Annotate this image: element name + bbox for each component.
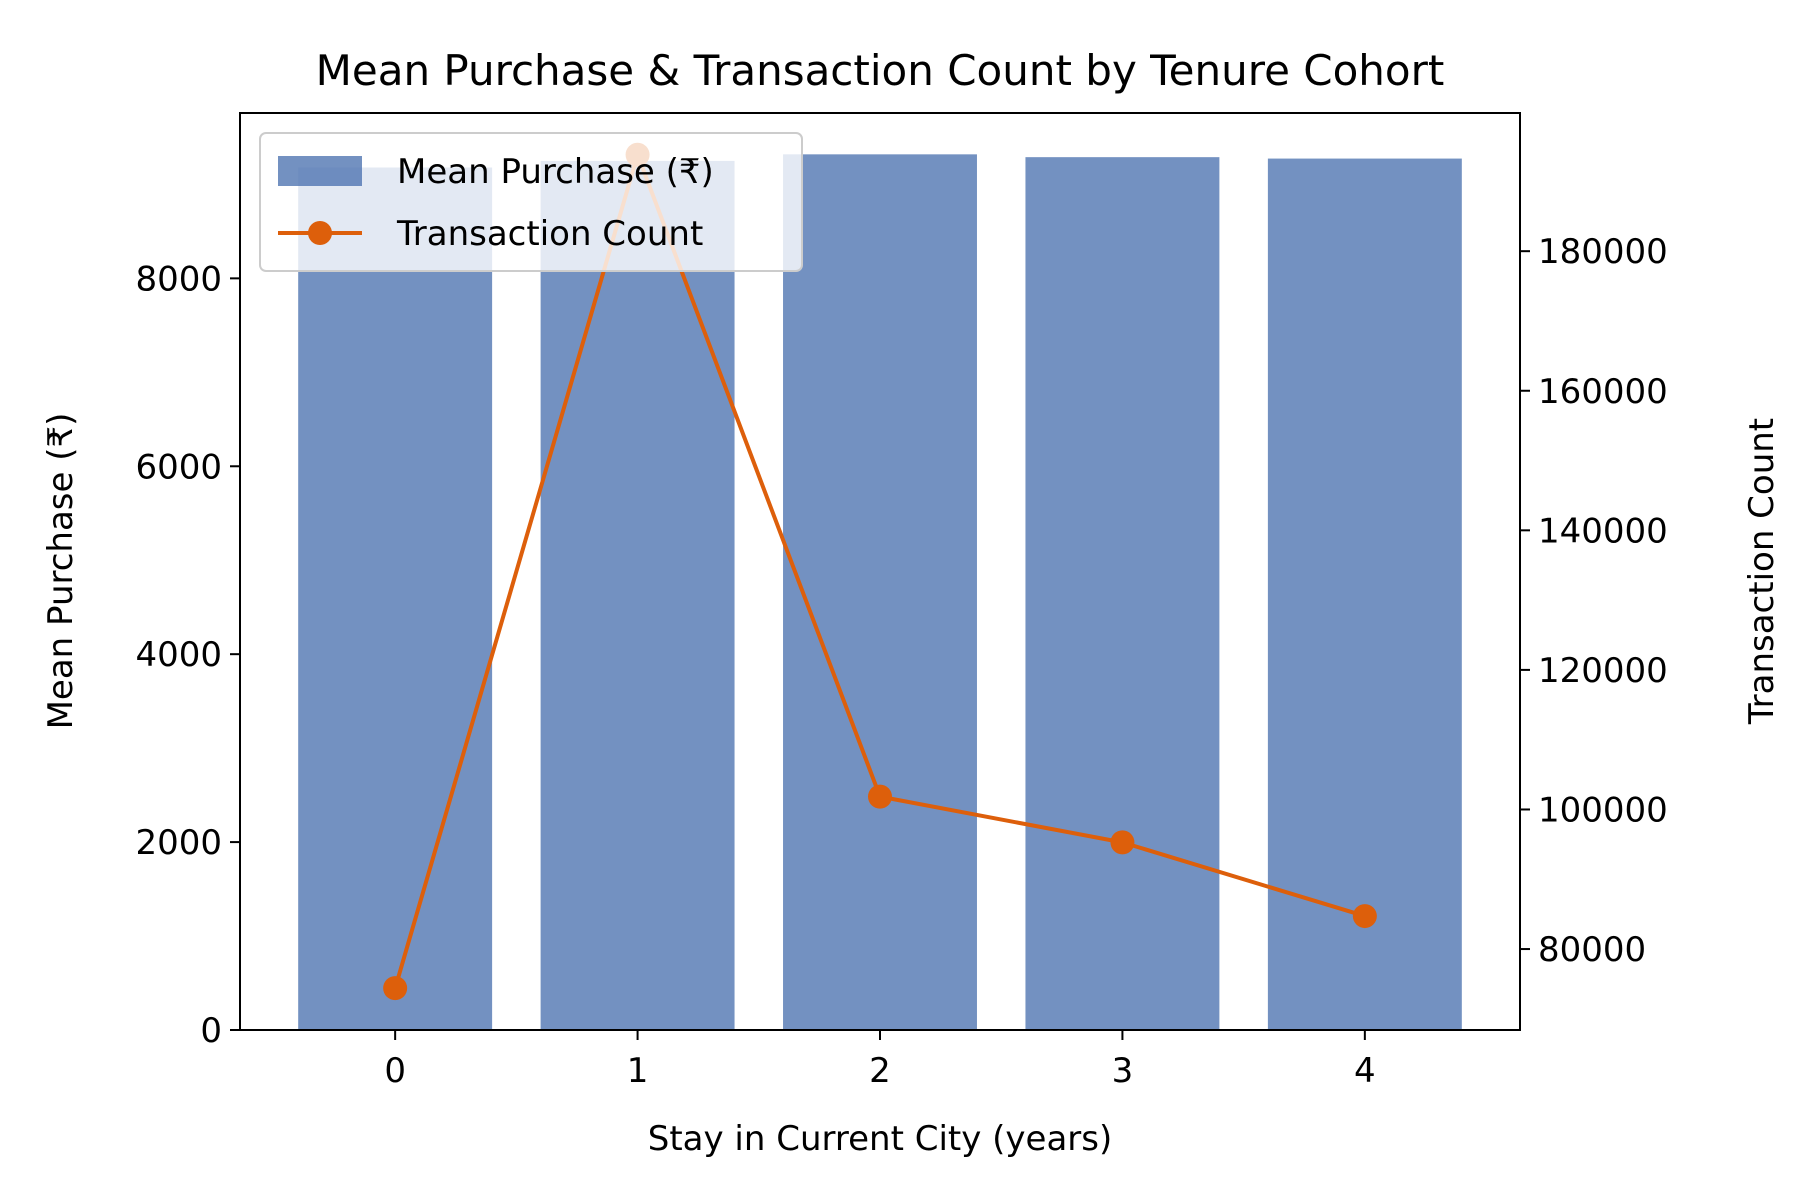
bar-4: [1267, 158, 1462, 1031]
y-axis-right-title: Transaction Count: [1742, 418, 1782, 725]
transaction-count-point-3: [1110, 830, 1135, 855]
transaction-count-point-0: [383, 976, 408, 1001]
y-right-tick-label-140000: 140000: [1538, 511, 1668, 551]
x-axis: 0 1 2 3 4: [384, 1030, 1376, 1091]
y-tick-label-4000: 4000: [135, 635, 222, 675]
chart-title: Mean Purchase & Transaction Count by Ten…: [316, 46, 1445, 95]
bar-3: [1025, 157, 1220, 1030]
transaction-count-point-4: [1352, 904, 1377, 929]
legend-label-transaction-count: Transaction Count: [396, 214, 703, 254]
legend-label-mean-purchase: Mean Purchase (₹): [397, 152, 714, 192]
legend-box: [259, 132, 803, 272]
bar-0: [298, 167, 493, 1031]
line-layer: [383, 142, 1377, 1001]
bars-layer: [298, 154, 1462, 1031]
y-tick-label-0: 0: [200, 1011, 222, 1051]
y-tick-label-2000: 2000: [135, 823, 222, 863]
transaction-count-point-2: [868, 784, 892, 809]
y-right-tick-label-100000: 100000: [1538, 790, 1668, 830]
y-right-tick-label-160000: 160000: [1538, 372, 1668, 412]
x-tick-label-1: 1: [627, 1051, 649, 1091]
x-tick-label-4: 4: [1354, 1051, 1376, 1091]
legend-bar-swatch: [278, 156, 362, 186]
y-right-tick-label-180000: 180000: [1538, 232, 1668, 272]
left-axis: 0 2000 4000 6000 8000: [135, 259, 240, 1051]
y-tick-label-6000: 6000: [135, 447, 222, 487]
bar-1: [540, 160, 735, 1031]
bar-2: [783, 154, 977, 1031]
x-tick-label-0: 0: [384, 1051, 406, 1091]
y-tick-label-8000: 8000: [135, 259, 222, 299]
legend-line-marker: [308, 221, 332, 245]
x-axis-title: Stay in Current City (years): [648, 1119, 1113, 1159]
x-tick-label-3: 3: [1112, 1051, 1134, 1091]
right-axis: 80000 100000 120000 140000 160000 180000: [1520, 232, 1668, 970]
x-tick-label-2: 2: [869, 1051, 891, 1091]
y-right-tick-label-120000: 120000: [1538, 651, 1668, 691]
legend: Mean Purchase (₹) Transaction Count: [259, 132, 803, 272]
y-axis-title: Mean Purchase (₹): [41, 413, 81, 730]
y-right-tick-label-80000: 80000: [1538, 930, 1646, 970]
